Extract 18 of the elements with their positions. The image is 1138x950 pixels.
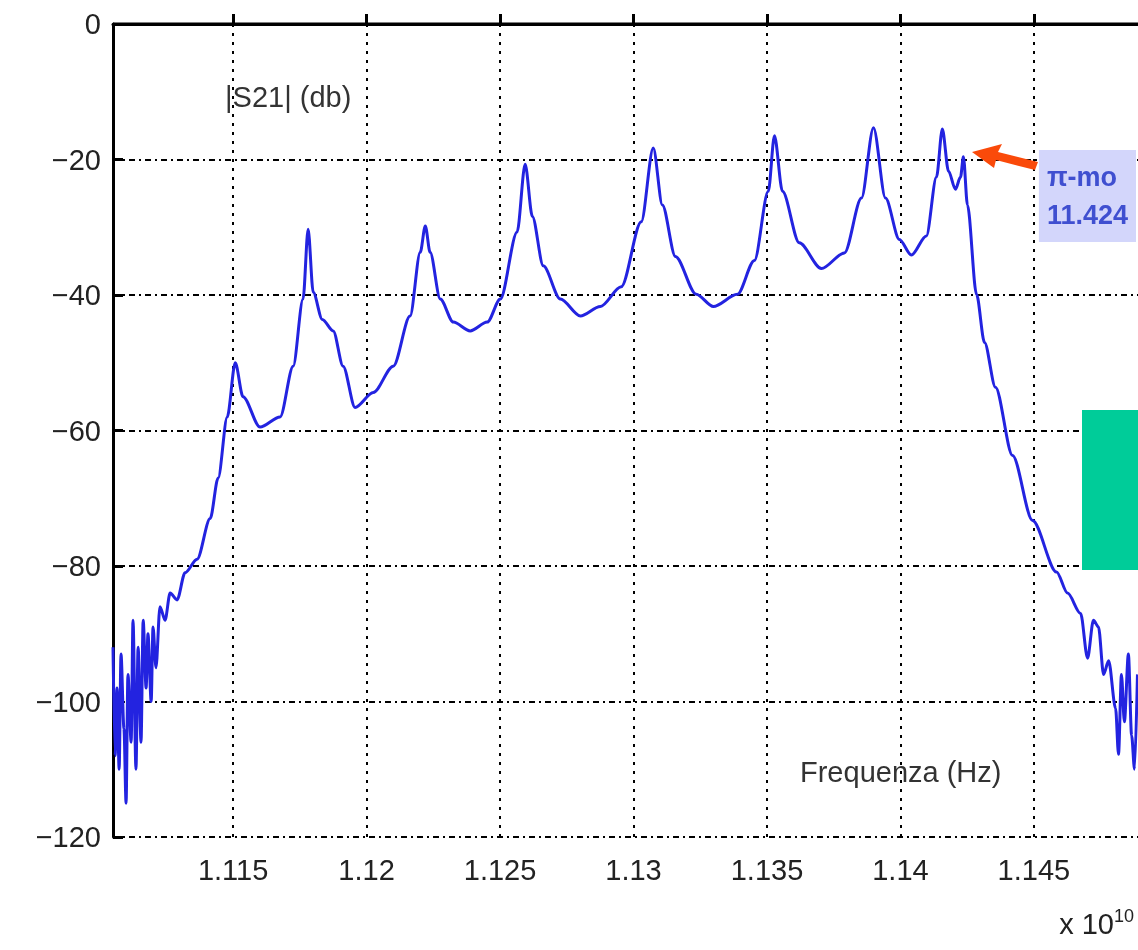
x-tick-label: 1.12 (338, 853, 395, 886)
y-tick-label: −80 (51, 550, 101, 582)
x-tick-label: 1.13 (605, 853, 662, 886)
x-tick-label: 1.145 (997, 853, 1071, 886)
y-tick-label: −40 (51, 279, 101, 311)
annotation: π-mo 11.424 (1046, 162, 1128, 230)
y-tick-label: 0 (84, 8, 101, 40)
line-series (111, 126, 1138, 805)
y-axis-title: |S21| (db) (225, 80, 352, 113)
x-tick-label: 1.115 (197, 853, 269, 886)
y-tick-label: −60 (51, 414, 101, 447)
x-tick-label: 1.135 (730, 853, 804, 886)
x-tick-label: 1.14 (872, 853, 929, 886)
y-tick-label: −120 (35, 821, 101, 853)
y-tick-label: −20 (51, 143, 101, 176)
x-axis-title: Frequenza (Hz) (800, 755, 1002, 788)
y-tick-label: −100 (35, 685, 101, 718)
x-tick-label: 1.125 (463, 853, 537, 886)
